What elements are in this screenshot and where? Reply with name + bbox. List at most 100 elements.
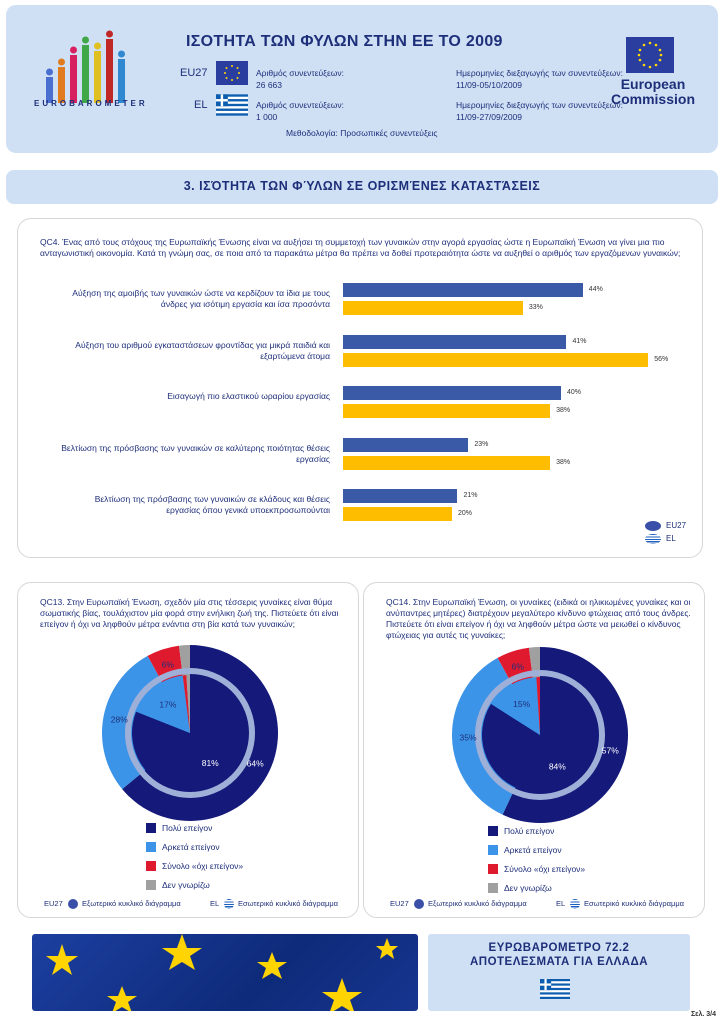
legend-label: Αρκετά επείγον	[162, 842, 220, 852]
bar-eu27	[343, 386, 561, 400]
qc14-pie: 57% 35% 6% 84% 15%	[452, 647, 628, 823]
eu27-interviews-label: Αριθμός συνεντεύξεων:	[256, 68, 345, 78]
bar-value-label: 21%	[463, 492, 478, 499]
legend-el-icon	[645, 534, 661, 544]
legend-swatch	[488, 845, 498, 855]
el-interviews-label: Αριθμός συνεντεύξεων:	[256, 100, 345, 110]
legend-swatch	[146, 823, 156, 833]
qc13-footer-eu-icon	[68, 899, 78, 909]
eurobarometer-logo	[46, 30, 125, 103]
legend-swatch	[146, 842, 156, 852]
pie-value-label: 64%	[247, 759, 264, 769]
inner-pie-slice	[182, 675, 190, 733]
bar-category-label: Αύξηση του αριθμού εγκαταστάσεων φροντίδ…	[75, 339, 330, 361]
pie-value-label: 6%	[162, 660, 175, 670]
qc14-footer-eu-text: Εξωτερικό κυκλικό διάγραμμα	[428, 899, 527, 908]
qc14-footer-eu-icon	[414, 899, 424, 909]
qc4-panel: QC4. Ένας από τους στόχους της Ευρωπαϊκή…	[17, 218, 703, 558]
eu27-dates-value: 11/09-05/10/2009	[456, 80, 523, 90]
eu-stars-banner	[32, 934, 418, 1011]
inner-pie-slice	[491, 677, 540, 735]
legend-swatch	[488, 864, 498, 874]
legend-label: Πολύ επείγον	[504, 826, 555, 836]
pie-value-label: 84%	[549, 762, 566, 772]
bar-el	[343, 404, 551, 418]
section-bar: 3. ΙΣΌΤΗΤΑ ΤΩΝ ΦΎΛΩΝ ΣΕ ΟΡΙΣΜΈΝΕΣ ΚΑΤΑΣΤ…	[6, 170, 718, 204]
inner-pie-slice	[136, 675, 190, 733]
logo-wordmark: EUROBAROMETER	[34, 99, 148, 108]
eu27-label: EU27	[180, 67, 208, 79]
pie-value-label: 57%	[602, 746, 619, 756]
legend-label: Πολύ επείγον	[162, 823, 213, 833]
ec-flag-icon	[626, 37, 674, 73]
legend-label: Δεν γνωρίζω	[504, 883, 552, 893]
bar-category-label: Βελτίωση της πρόσβασης των γυναικών σε κ…	[94, 494, 330, 515]
el-label: EL	[194, 99, 208, 111]
bar-value-label: 20%	[458, 510, 473, 517]
banner-line1: ΕΥΡΩΒΑΡΟΜΕΤΡΟ 72.2	[488, 942, 630, 954]
bar-el	[343, 455, 551, 470]
bar-category-label: Εισαγωγή πιο ελαστικού ωραρίου εργασίας	[167, 391, 330, 401]
bar-eu27	[343, 283, 583, 297]
bar-value-label: 41%	[572, 337, 587, 345]
header-panel: EUROBAROMETER ΙΣΟΤΗΤΑ ΤΩΝ ΦΥΛΩΝ ΣΤΗΝ ΕΕ …	[6, 5, 718, 153]
bar-category-label: Βελτίωση της πρόσβασης των γυναικών σε κ…	[61, 442, 330, 464]
qc4-question: QC4. Ένας από τους στόχους της Ευρωπαϊκή…	[40, 237, 681, 258]
qc13-footer-el-label: EL	[210, 899, 220, 908]
bar-el	[343, 507, 452, 521]
pie-value-label: 28%	[111, 715, 128, 725]
legend-swatch	[146, 880, 156, 890]
bar-value-label: 33%	[528, 304, 543, 311]
bar-value-label: 23%	[474, 440, 489, 448]
qc14-question: QC14. Στην Ευρωπαϊκή Ένωση, οι γυναίκες …	[386, 597, 691, 640]
legend-eu-icon	[645, 521, 661, 531]
greek-flag-icon	[540, 979, 570, 999]
qc14-footer-el-label: EL	[556, 899, 566, 908]
qc14-footer-el-text: Εσωτερικό κυκλικό διάγραμμα	[584, 899, 684, 908]
eu27-interviews-value: 26 663	[256, 80, 282, 90]
bar-value-label: 44%	[588, 286, 603, 293]
qc13-question: QC13. Στην Ευρωπαϊκή Ένωση, σχεδόν μία σ…	[40, 597, 339, 629]
bar-value-label: 40%	[567, 389, 582, 396]
legend-swatch	[146, 861, 156, 871]
pie-value-label: 15%	[513, 699, 530, 709]
qc13-footer-eu-label: EU27	[44, 899, 63, 908]
qc14-panel: QC14. Στην Ευρωπαϊκή Ένωση, οι γυναίκες …	[363, 582, 705, 918]
legend-swatch	[488, 883, 498, 893]
bar-value-label: 38%	[556, 458, 571, 466]
pie-value-label: 81%	[202, 758, 219, 768]
ec-line2: Commission	[610, 91, 695, 107]
page-title: ΙΣΟΤΗΤΑ ΤΩΝ ΦΥΛΩΝ ΣΤΗΝ ΕΕ ΤΟ 2009	[186, 33, 503, 50]
el-dates-label: Ημερομηνίες διεξαγωγής των συνεντεύξεων:	[456, 100, 623, 110]
inner-pie-slice	[186, 675, 190, 733]
bar-el	[343, 301, 523, 315]
bar-eu27	[343, 489, 458, 503]
inner-pie-slice	[536, 677, 540, 735]
legend-label: Δεν γνωρίζω	[162, 880, 210, 890]
legend-swatch	[488, 826, 498, 836]
bar-eu27	[343, 437, 469, 452]
greek-flag-icon	[216, 94, 248, 116]
pie-value-label: 17%	[159, 700, 176, 710]
qc13-pie: 64% 28% 6% 81% 17%	[101, 645, 279, 821]
eu-flag-icon	[216, 61, 248, 85]
page-number: Σελ. 3/4	[690, 1011, 716, 1018]
pie-value-label: 35%	[460, 732, 477, 742]
el-dates-value: 11/09-27/09/2009	[456, 112, 523, 122]
banner-line2: ΑΠΟΤΕΛΕΣΜΑΤΑ ΓΙΑ ΕΛΛΑΔΑ	[469, 956, 649, 968]
bar-el	[343, 352, 649, 367]
pie-value-label: 6%	[512, 662, 525, 672]
bar-eu27	[343, 334, 567, 349]
ec-wordmark: European Commission	[610, 77, 696, 107]
inner-pie-slice	[131, 675, 248, 791]
bar-category-label: Αύξηση της αμοιβής των γυναικών ώστε να …	[72, 288, 330, 309]
bar-value-label: 56%	[654, 355, 669, 363]
pie-ring-separator	[125, 668, 255, 798]
legend-eu-label: EU27	[666, 521, 687, 530]
eu-stars-image	[46, 934, 398, 1011]
eu27-dates-label: Ημερομηνίες διεξαγωγής των συνεντεύξεων:	[456, 68, 623, 78]
legend-el-label: EL	[666, 534, 676, 543]
legend-label: Σύνολο «όχι επείγον»	[162, 861, 244, 871]
report-banner: ΕΥΡΩΒΑΡΟΜΕΤΡΟ 72.2 ΑΠΟΤΕΛΕΣΜΑΤΑ ΓΙΑ ΕΛΛΑ…	[428, 934, 690, 1011]
el-interviews-value: 1 000	[256, 112, 278, 122]
